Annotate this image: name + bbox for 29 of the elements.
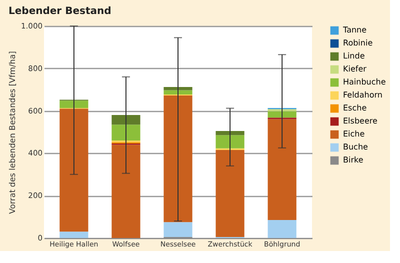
- legend-label: Birke: [343, 156, 364, 164]
- legend-label: Robinie: [343, 38, 373, 48]
- legend-label: Kiefer: [343, 64, 368, 74]
- legend-label: Elsbeere: [343, 116, 378, 126]
- bar: [268, 111, 296, 118]
- legend-label: Hainbuche: [343, 78, 386, 86]
- bar: [216, 130, 244, 136]
- legend-label: Eiche: [343, 130, 365, 138]
- bar: [216, 150, 244, 237]
- bar: [268, 119, 296, 220]
- y-axis-title: Vorrat des lebenden Bestandes [Vfm/ha]: [8, 51, 18, 214]
- bar: [112, 115, 140, 125]
- bar: [268, 220, 296, 238]
- bar: [164, 222, 192, 237]
- bar: [164, 87, 192, 90]
- legend-label: Tanne: [342, 26, 367, 34]
- bar: [60, 232, 88, 238]
- bar: [164, 90, 192, 94]
- chart-title: Lebender Bestand: [8, 6, 112, 17]
- legend-label: Feldahorn: [343, 90, 382, 100]
- legend-label: Esche: [343, 104, 367, 112]
- bar: [60, 108, 88, 232]
- legend-label: Buche: [343, 142, 368, 152]
- legend-label: Linde: [343, 52, 365, 60]
- bar: [112, 124, 140, 140]
- bar: [60, 100, 88, 108]
- bar: [164, 96, 192, 222]
- bar: [216, 135, 244, 148]
- bar: [112, 144, 140, 238]
